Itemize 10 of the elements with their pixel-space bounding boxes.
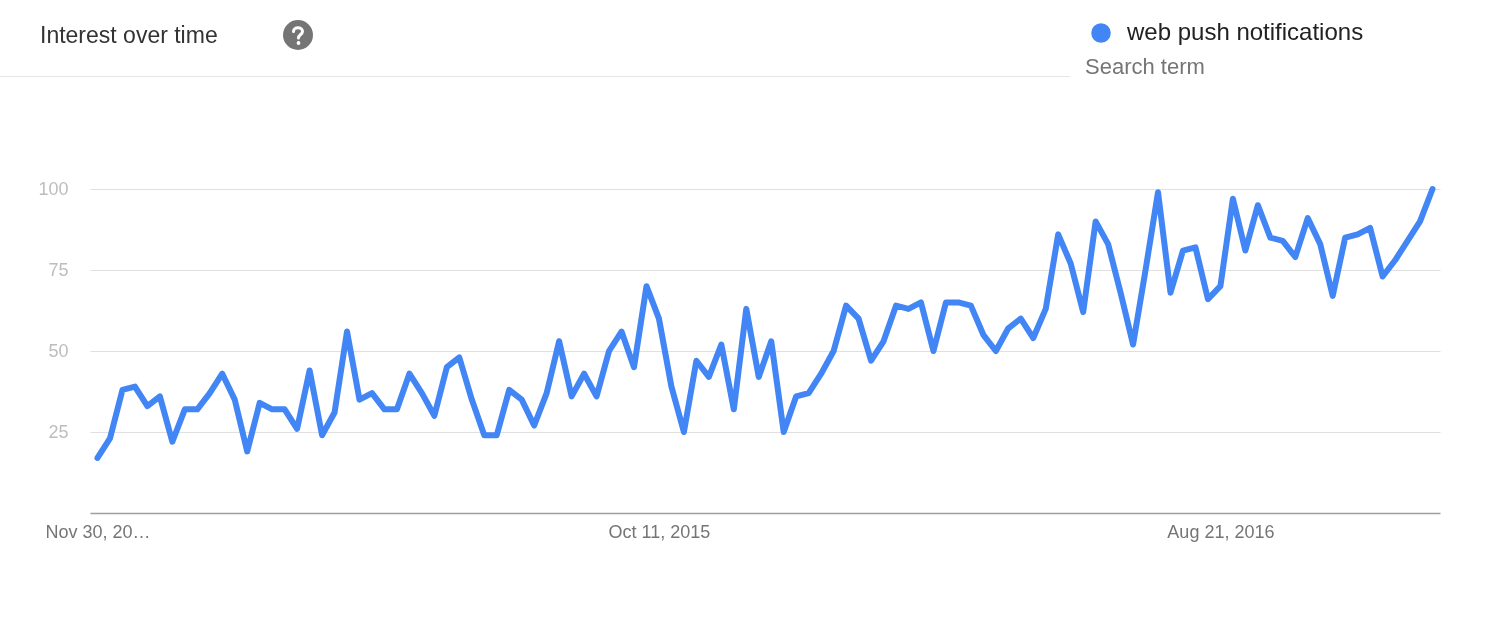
legend-label: web push notifications	[1126, 18, 1364, 45]
chart-title: Interest over time	[40, 21, 218, 50]
x-tick-label: Oct 11, 2015	[608, 521, 711, 542]
y-tick-label: 50	[48, 340, 69, 361]
y-tick-label: 75	[48, 259, 69, 280]
y-tick-label: 100	[38, 178, 69, 199]
x-tick-label: Aug 21, 2016	[1167, 521, 1275, 542]
y-tick-label: 25	[48, 421, 69, 442]
x-tick-label: Nov 30, 20…	[45, 521, 151, 542]
legend-title: Search term	[1085, 54, 1205, 79]
